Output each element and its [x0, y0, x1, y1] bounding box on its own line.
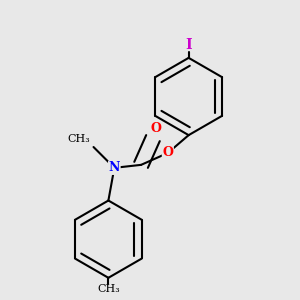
Text: CH₃: CH₃: [97, 284, 120, 294]
Text: N: N: [109, 161, 120, 174]
Text: I: I: [185, 38, 192, 52]
Text: O: O: [162, 146, 173, 160]
Text: O: O: [151, 122, 161, 135]
Text: CH₃: CH₃: [68, 134, 91, 144]
